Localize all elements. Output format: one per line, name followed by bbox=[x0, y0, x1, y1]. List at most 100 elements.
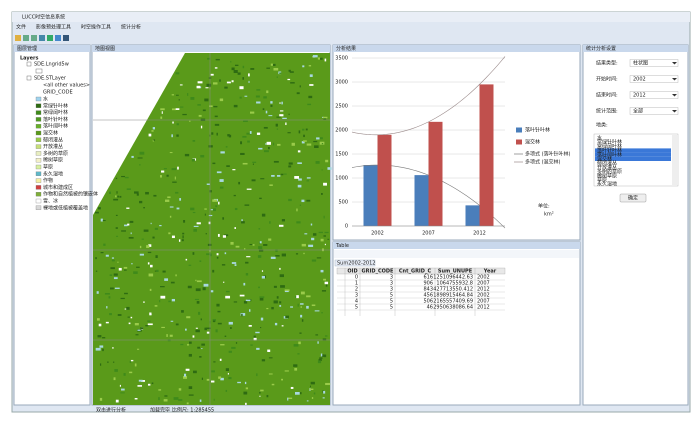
map-cell bbox=[303, 140, 307, 142]
y-tick-label: 0 bbox=[345, 224, 348, 230]
button[interactable] bbox=[619, 193, 647, 203]
class-item[interactable]: 常绿阔叶林 bbox=[597, 143, 622, 150]
map-cell bbox=[235, 342, 238, 344]
map-cell bbox=[325, 159, 329, 163]
map-cell bbox=[182, 113, 187, 116]
map-cell bbox=[200, 318, 202, 321]
layer-name: SDE.STLayer bbox=[34, 76, 67, 82]
map-cell bbox=[323, 390, 326, 394]
map-cell bbox=[115, 399, 119, 403]
map-cell bbox=[185, 368, 190, 371]
status-text: 比例尺: 1:285455 bbox=[172, 407, 214, 414]
map-cell bbox=[308, 65, 312, 67]
tool-icon[interactable] bbox=[31, 35, 37, 41]
map-cell bbox=[324, 335, 328, 337]
dropdown[interactable] bbox=[629, 59, 679, 67]
map-cell bbox=[227, 134, 230, 137]
map-cell bbox=[199, 86, 202, 89]
map-cell bbox=[215, 205, 218, 208]
table-cell: 506 bbox=[423, 299, 433, 305]
class-item[interactable]: 开放灌丛 bbox=[597, 164, 617, 171]
map-cell bbox=[175, 274, 177, 277]
map-cell bbox=[256, 373, 258, 377]
table-cell: 4 bbox=[355, 299, 358, 305]
class-item[interactable]: 稀树草原 bbox=[597, 172, 617, 179]
map-cell bbox=[97, 207, 101, 210]
map-cell bbox=[212, 162, 216, 165]
map-cell bbox=[319, 357, 323, 359]
map-cell bbox=[269, 221, 271, 224]
map-cell bbox=[276, 296, 279, 299]
table-tab[interactable] bbox=[334, 259, 376, 267]
menu-item[interactable]: 统计分析 bbox=[121, 24, 141, 31]
map-cell bbox=[288, 165, 292, 168]
y-tick-label: 500 bbox=[338, 200, 348, 206]
map-cell bbox=[136, 266, 140, 268]
map-cell bbox=[245, 387, 249, 390]
class-item[interactable]: 落叶阔叶林 bbox=[597, 151, 622, 158]
map-cell bbox=[228, 377, 232, 380]
map-cell bbox=[258, 249, 264, 252]
map-cell bbox=[240, 152, 245, 155]
tool-icon[interactable] bbox=[39, 35, 45, 41]
class-item[interactable]: 落叶针叶林 bbox=[597, 147, 622, 154]
map-cell bbox=[188, 394, 194, 396]
tool-icon[interactable] bbox=[55, 35, 61, 41]
map-cell bbox=[304, 233, 308, 235]
layer-checkbox[interactable] bbox=[26, 75, 32, 81]
map-cell bbox=[314, 145, 319, 148]
menu-item[interactable]: 时空操作工具 bbox=[81, 24, 111, 31]
map-cell bbox=[245, 299, 251, 302]
class-item[interactable]: 郁闭灌丛 bbox=[597, 160, 617, 167]
tool-icon[interactable] bbox=[15, 35, 21, 41]
map-cell bbox=[160, 295, 166, 299]
map-cell bbox=[147, 320, 151, 322]
map-cell bbox=[285, 122, 287, 126]
map-cell bbox=[124, 224, 128, 227]
dropdown[interactable] bbox=[629, 107, 679, 115]
map-cell bbox=[134, 363, 137, 367]
panel-header bbox=[583, 45, 688, 52]
tool-icon[interactable] bbox=[63, 35, 69, 41]
layer-checkbox[interactable] bbox=[26, 61, 32, 67]
bar bbox=[414, 175, 429, 226]
class-item[interactable]: 草原 bbox=[597, 177, 607, 184]
map-cell bbox=[176, 123, 179, 126]
class-selected bbox=[595, 156, 671, 161]
bar bbox=[465, 205, 480, 226]
map-cell bbox=[299, 85, 301, 88]
map-cell bbox=[171, 235, 175, 239]
map-cell bbox=[176, 134, 179, 137]
menu-item[interactable]: 影像预处理工具 bbox=[36, 24, 71, 31]
map-cell bbox=[220, 344, 225, 346]
map-cell bbox=[160, 175, 162, 178]
map-cell bbox=[194, 298, 199, 301]
class-label: 地类: bbox=[596, 122, 608, 129]
table-toolbar bbox=[334, 250, 579, 258]
dropdown[interactable] bbox=[629, 91, 679, 99]
map-cell bbox=[184, 328, 187, 331]
map-cell bbox=[276, 116, 281, 118]
map-cell bbox=[255, 95, 260, 98]
class-item[interactable]: 常绿针叶林 bbox=[597, 139, 622, 146]
legend-label: 混交林 bbox=[525, 139, 540, 146]
map-cell bbox=[176, 207, 180, 210]
map-cell bbox=[211, 132, 214, 135]
map-cell bbox=[273, 160, 279, 163]
tool-icon[interactable] bbox=[47, 35, 53, 41]
map-cell bbox=[322, 338, 327, 341]
map-cell bbox=[209, 190, 212, 193]
map-cell bbox=[315, 161, 320, 164]
map-cell bbox=[204, 327, 208, 331]
map-cell bbox=[294, 176, 300, 179]
map-cell bbox=[154, 270, 157, 272]
class-item[interactable]: 永久湿地 bbox=[597, 181, 617, 188]
class-item[interactable]: 多树的草原 bbox=[597, 168, 622, 175]
map-cell bbox=[197, 81, 203, 84]
class-item[interactable]: 混交林 bbox=[597, 156, 612, 163]
menu-item[interactable]: 文件 bbox=[16, 24, 26, 31]
class-item[interactable]: 水 bbox=[597, 135, 602, 142]
map-cell bbox=[280, 173, 284, 176]
dropdown[interactable] bbox=[629, 75, 679, 83]
tool-icon[interactable] bbox=[23, 35, 29, 41]
